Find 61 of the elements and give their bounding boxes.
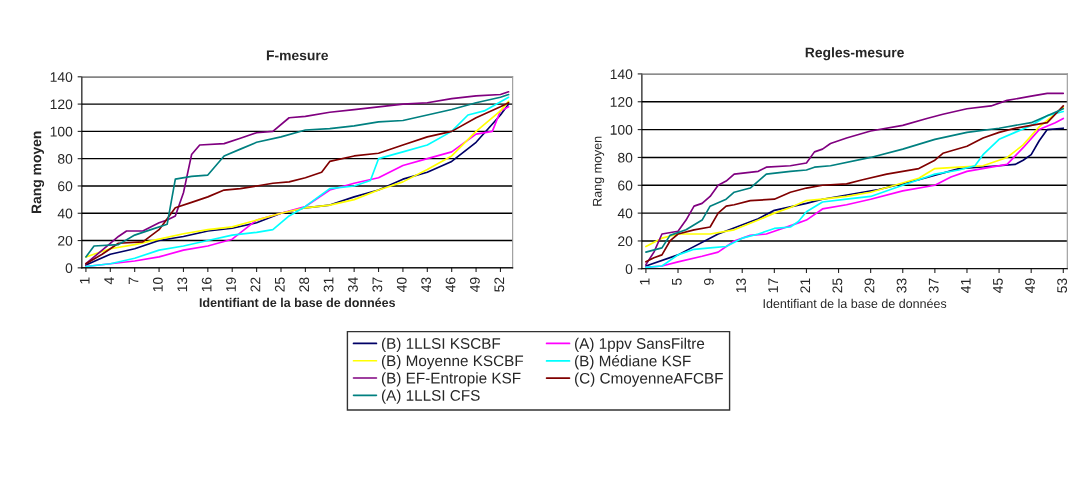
x-tick-label: 13 [736, 278, 746, 293]
x-tick-label: 37 [372, 277, 383, 292]
x-tick-label: 45 [993, 278, 1003, 293]
x-tick-label: 43 [421, 277, 432, 292]
x-tick-label: 40 [396, 277, 407, 292]
x-tick-label: 25 [832, 278, 843, 293]
x-tick-label: 7 [128, 277, 139, 284]
legend-label: (B) Moyenne KSCBF [381, 355, 524, 370]
y-tick-label: 20 [618, 236, 633, 247]
y-tick-label: 140 [610, 69, 633, 80]
x-axis-title: Identifiant de la base de données [199, 297, 396, 308]
x-tick-label: 9 [704, 278, 714, 285]
y-tick-label: 0 [65, 263, 73, 274]
x-tick-label: 28 [299, 277, 310, 292]
legend-label: (A) 1ppv SansFiltre [575, 337, 705, 352]
x-tick-label: 33 [896, 278, 907, 293]
x-tick-label: 49 [469, 277, 480, 292]
x-tick-label: 13 [177, 277, 188, 292]
legend-label: (A) 1LLSI CFS [381, 389, 480, 404]
x-tick-label: 5 [672, 278, 682, 285]
x-tick-label: 19 [226, 277, 236, 292]
y-tick-label: 40 [617, 208, 633, 219]
x-tick-label: 4 [104, 277, 114, 285]
x-tick-label: 1 [79, 277, 90, 284]
x-tick-label: 41 [961, 278, 971, 293]
x-tick-label: 22 [250, 277, 261, 292]
chart-title: Regles-mesure [805, 47, 904, 61]
y-tick-label: 120 [610, 97, 633, 107]
x-tick-label: 16 [201, 277, 212, 292]
y-tick-label: 100 [610, 124, 633, 135]
legend-label: (B) EF-Entropie KSF [381, 372, 521, 387]
y-tick-label: 0 [625, 264, 633, 274]
x-axis-title: Identifiant de la base de données [763, 298, 947, 309]
chart-title: F-mesure [266, 50, 329, 61]
x-tick-label: 1 [639, 278, 650, 285]
x-tick-label: 31 [323, 277, 334, 292]
x-tick-label: 34 [348, 277, 358, 292]
x-tick-label: 17 [768, 278, 778, 293]
x-tick-label: 10 [152, 277, 163, 292]
y-tick-label: 80 [618, 152, 633, 163]
y-tick-label: 140 [50, 72, 73, 82]
x-tick-label: 46 [445, 277, 456, 292]
y-axis-title: Rang moyen [592, 136, 605, 206]
legend-label: (B) Médiane KSF [575, 355, 691, 370]
y-tick-label: 120 [50, 99, 73, 110]
x-tick-label: 21 [800, 278, 811, 293]
x-tick-label: 37 [928, 278, 939, 293]
x-tick-label: 29 [864, 278, 875, 293]
x-tick-label: 53 [1057, 278, 1068, 293]
legend-label: (B) 1LLSI KSCBF [381, 337, 501, 352]
x-tick-label: 25 [274, 277, 285, 292]
y-tick-label: 80 [57, 154, 73, 164]
y-tick-label: 20 [58, 235, 73, 246]
y-tick-label: 60 [618, 180, 633, 191]
x-tick-label: 52 [494, 277, 505, 292]
y-axis-title: Rang moyen [31, 131, 45, 214]
y-tick-label: 100 [50, 126, 73, 137]
y-tick-label: 60 [58, 181, 73, 192]
legend-label: (C) CmoyenneAFCBF [575, 372, 723, 387]
y-tick-label: 40 [57, 208, 73, 219]
x-tick-label: 49 [1025, 278, 1035, 293]
